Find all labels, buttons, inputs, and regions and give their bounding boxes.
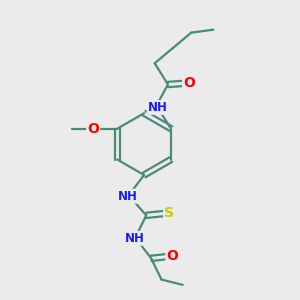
Text: O: O bbox=[167, 249, 178, 263]
Text: NH: NH bbox=[118, 190, 138, 203]
Text: O: O bbox=[183, 76, 195, 90]
Text: NH: NH bbox=[125, 232, 145, 245]
Text: NH: NH bbox=[148, 101, 168, 114]
Text: O: O bbox=[87, 122, 99, 136]
Text: S: S bbox=[164, 206, 174, 220]
